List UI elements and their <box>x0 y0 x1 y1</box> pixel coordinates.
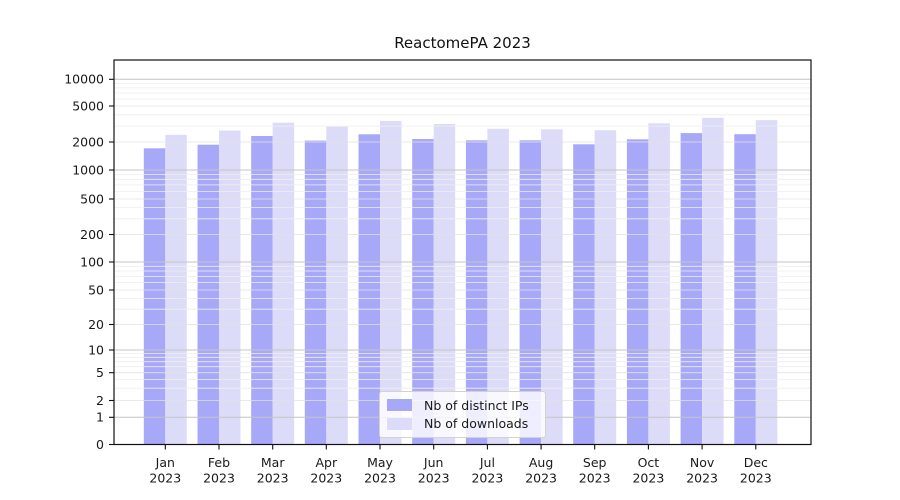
y-tick-label: 500 <box>80 191 104 206</box>
bar-downloads-aug <box>541 129 563 445</box>
y-tick-label: 20 <box>88 317 104 332</box>
bar-downloads-jun <box>433 124 456 445</box>
x-tick-label: Dec 2023 <box>740 455 772 486</box>
x-tick-label: Feb 2023 <box>203 455 235 486</box>
bar-distinct-ips-dec <box>734 134 756 445</box>
bar-distinct-ips-oct <box>626 139 649 445</box>
legend-swatch-downloads <box>387 417 412 431</box>
bar-downloads-oct <box>648 123 670 445</box>
legend-label-distinct-ips: Nb of distinct IPs <box>424 397 529 413</box>
bar-downloads-nov <box>702 117 724 445</box>
y-tick-label: 0 <box>96 437 104 452</box>
y-tick-label: 200 <box>80 227 104 242</box>
y-tick-label: 100 <box>80 254 104 269</box>
x-tick-label: May 2023 <box>364 455 396 486</box>
bar-distinct-ips-nov <box>680 133 703 445</box>
x-tick-label: Sep 2023 <box>579 455 611 486</box>
y-tick-label: 2 <box>96 393 104 408</box>
plot-frame <box>113 59 812 446</box>
legend: Nb of distinct IPs Nb of downloads <box>379 391 546 438</box>
y-tick-label: 2000 <box>72 134 104 149</box>
bar-distinct-ips-jun <box>412 139 434 445</box>
x-tick-label: Nov 2023 <box>686 455 718 486</box>
x-tick-label: Oct 2023 <box>632 455 664 486</box>
legend-label-downloads: Nb of downloads <box>424 416 529 432</box>
bar-distinct-ips-jan <box>143 148 166 445</box>
y-tick-label: 10000 <box>64 72 104 87</box>
bar-distinct-ips-apr <box>304 140 327 445</box>
bar-downloads-apr <box>326 126 348 445</box>
chart-title: ReactomePA 2023 <box>394 34 531 52</box>
legend-item-distinct-ips: Nb of distinct IPs <box>387 398 539 413</box>
bar-distinct-ips-feb <box>197 144 219 445</box>
bar-downloads-mar <box>272 122 295 445</box>
legend-swatch-distinct-ips <box>387 398 412 412</box>
x-tick-label: Jun 2023 <box>418 455 450 486</box>
y-tick-label: 1 <box>96 410 104 425</box>
bar-distinct-ips-sep <box>573 144 595 445</box>
bar-distinct-ips-jul <box>465 140 488 445</box>
y-tick-label: 1000 <box>72 162 104 177</box>
bar-downloads-sep <box>594 130 617 445</box>
legend-item-downloads: Nb of downloads <box>387 416 539 431</box>
y-tick-label: 50 <box>88 282 104 297</box>
x-tick-label: Mar 2023 <box>257 455 289 486</box>
y-tick-label: 5000 <box>72 98 104 113</box>
x-tick-label: Apr 2023 <box>310 455 342 486</box>
x-tick-label: Aug 2023 <box>525 455 557 486</box>
bar-distinct-ips-aug <box>519 140 542 445</box>
bar-distinct-ips-may <box>358 134 380 445</box>
y-tick-label: 5 <box>96 365 104 380</box>
y-tick-label: 10 <box>88 342 104 357</box>
x-tick-label: Jul 2023 <box>471 455 503 486</box>
bar-downloads-feb <box>219 130 241 445</box>
x-tick-label: Jan 2023 <box>149 455 181 486</box>
